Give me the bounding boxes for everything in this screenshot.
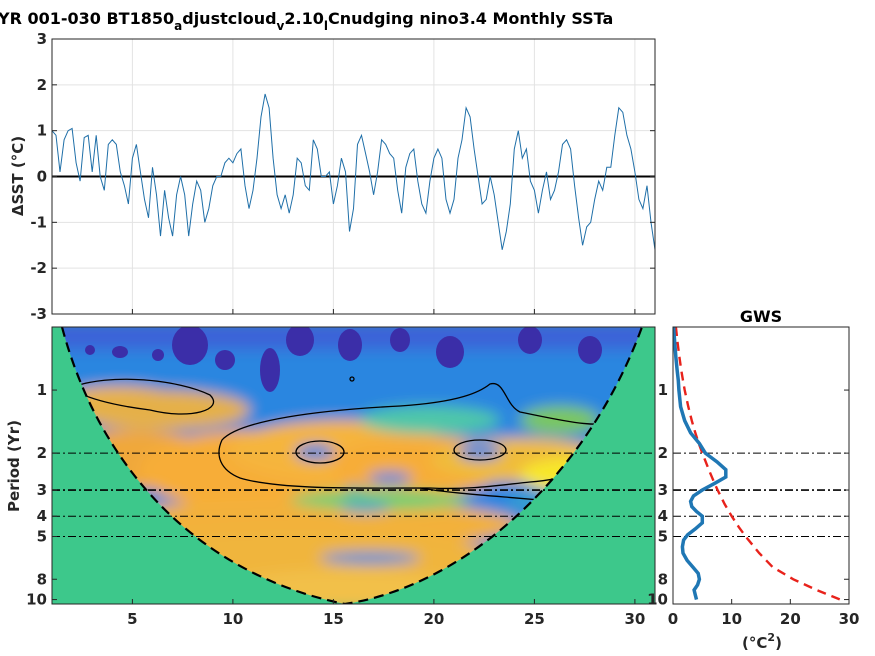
gws-y-tick-label: 10: [647, 591, 668, 609]
wavelet-x-tick-label: 15: [323, 610, 344, 628]
wavelet-y-axis-label: Period (Yr): [5, 420, 23, 512]
gws-x-tick-label: 30: [839, 610, 860, 628]
sst-series-line: [51, 93, 656, 250]
gws-y-tick-label: 3: [658, 481, 668, 499]
gws-y-ticks: 1 2 3 4 5 8 10: [647, 381, 849, 609]
gws-y-tick-label: 5: [658, 527, 668, 545]
wavelet-power-panel: 5 10 15 20 25 30 1 2 3 4 5 8 10 Period (Yr): [5, 326, 656, 628]
sst-y-tick-label: 0: [37, 168, 47, 186]
sst-y-tick-label: -1: [30, 213, 47, 231]
wavelet-y-tick-label: 2: [37, 444, 47, 462]
wavelet-period-reference-lines: [52, 452, 655, 537]
gws-significance-dashed-line: [674, 327, 841, 601]
wavelet-x-tick-label: 10: [222, 610, 243, 628]
sst-y-tick-label: -2: [30, 259, 47, 277]
chart-title: YR 001-030 BT1850adjustcloudv2.10lCnudgi…: [0, 9, 613, 33]
gws-x-ticks: 0 10 20 30: [668, 599, 860, 628]
gws-y-tick-label: 2: [658, 444, 668, 462]
sst-y-tick-label: 2: [37, 76, 47, 94]
wavelet-y-ticks: 1 2 3 4 5 8 10: [26, 381, 57, 609]
wavelet-y-tick-label: 10: [26, 591, 47, 609]
sst-y-axis-label: ΔSST (°C): [9, 136, 27, 216]
gws-x-tick-label: 20: [780, 610, 801, 628]
gws-y-tick-label: 4: [658, 507, 668, 525]
sst-y-tick-label: 1: [37, 122, 47, 140]
wavelet-y-tick-label: 3: [37, 481, 47, 499]
gws-x-tick-label: 10: [721, 610, 742, 628]
wavelet-y-tick-label: 5: [37, 527, 47, 545]
wavelet-y-tick-label: 4: [37, 507, 47, 525]
gws-spectrum-line: [673, 327, 728, 601]
wavelet-x-ticks: 5 10 15 20 25 30: [127, 599, 645, 628]
wavelet-low-power-spots: [85, 327, 602, 392]
sst-y-tick-label: 3: [37, 30, 47, 48]
gws-x-axis-label: (°C2): [742, 631, 782, 652]
wavelet-y-tick-label: 8: [37, 570, 47, 588]
sst-timeseries-panel: -3 -2 -1 0 1 2 3 ΔSST (°C): [9, 30, 656, 323]
gws-x-tick-label: 0: [668, 610, 678, 628]
wavelet-x-tick-label: 5: [127, 610, 137, 628]
sst-y-ticks: -3 -2 -1 0 1 2 3: [30, 30, 655, 323]
gws-period-reference-lines: [673, 452, 849, 537]
wavelet-x-tick-label: 20: [423, 610, 444, 628]
wavelet-x-tick-label: 30: [624, 610, 645, 628]
wavelet-x-tick-label: 25: [524, 610, 545, 628]
sst-x-ticks: [131, 309, 636, 314]
gws-y-tick-label: 8: [658, 570, 668, 588]
wavelet-y-tick-label: 1: [37, 381, 47, 399]
sst-y-tick-label: -3: [30, 305, 47, 323]
gws-title: GWS: [740, 307, 782, 326]
gws-y-tick-label: 1: [658, 381, 668, 399]
